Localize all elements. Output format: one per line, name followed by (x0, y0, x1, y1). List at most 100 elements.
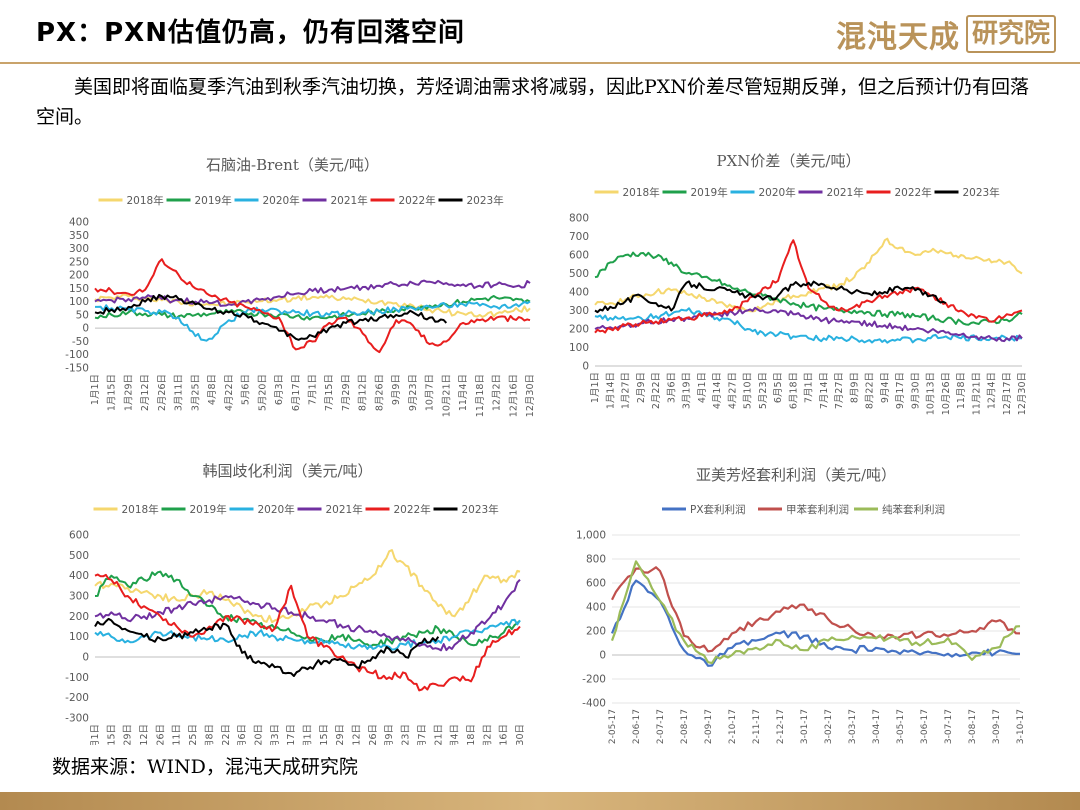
y-tick-label: 150 (69, 283, 89, 295)
y-tick-label: -50 (72, 336, 89, 348)
series-line (95, 300, 531, 342)
y-tick-label: 800 (586, 554, 606, 566)
legend-item: 2020年 (234, 194, 300, 207)
chart-pxn-spread: PXN价差（美元/吨） 2018年 2019年 2020年 2021年 2022年 2023… (550, 148, 1050, 438)
x-tick-label: 7月29日 (341, 374, 352, 411)
x-tick-label: 12月30日 (515, 724, 526, 745)
x-tick-label: 11月4日 (458, 374, 469, 411)
x-tick-label: 2023-09-17 (992, 709, 1002, 745)
y-tick-label: 200 (569, 324, 589, 336)
legend-item: 2023年 (934, 186, 1000, 199)
series-line (94, 258, 531, 354)
x-tick-label: 7月15日 (324, 374, 335, 411)
chart-korea-svg: 韩国歧化利润（美元/吨） 2018年 2019年 2020年 2021年 2022年 202… (65, 462, 526, 745)
logo-main-text: 混沌天成 (835, 20, 960, 55)
y-tick-label: 200 (69, 270, 89, 282)
y-tick-label: 400 (569, 287, 589, 299)
x-tick-label: 3月6日 (666, 372, 677, 403)
y-tick-label: 300 (69, 243, 89, 255)
legend-label: 2022年 (394, 503, 431, 516)
x-tick-label: 2月12日 (139, 724, 150, 745)
x-tick-label: 6月17日 (291, 374, 302, 411)
x-tick-label: 2月12日 (140, 374, 151, 411)
series-line (594, 307, 1023, 344)
legend-item: 2022年 (370, 194, 436, 207)
legend-label: 2019年 (195, 194, 232, 207)
series-line (94, 549, 521, 624)
x-tick-label: 5月6日 (237, 724, 248, 745)
chart-title: 亚美芳烃套利利润（美元/吨） (696, 466, 896, 484)
x-tick-label: 5月20日 (253, 724, 264, 745)
x-tick-label: 12月2日 (492, 374, 503, 411)
x-tick-label: 1月15日 (106, 724, 117, 745)
logo-box-text: 研究院 (965, 15, 1056, 53)
legend-label: 2018年 (127, 194, 164, 207)
y-tick-label: 200 (586, 626, 606, 638)
legend-label: 2021年 (827, 186, 864, 199)
legend-item: 纯苯套利利润 (854, 503, 945, 516)
legend-label: 2018年 (623, 186, 660, 199)
x-tick-label: 12月16日 (499, 724, 510, 745)
x-tick-label: 4月1日 (697, 372, 708, 403)
x-tick-label: 8月9日 (849, 372, 860, 403)
x-tick-label: 10月7日 (417, 724, 428, 745)
legend-label: 2020年 (258, 503, 295, 516)
legend-item: 2018年 (93, 503, 159, 516)
legend-item: 2021年 (302, 194, 368, 207)
series-line (94, 279, 531, 307)
chart-korea-disproportionation: 韩国歧化利润（美元/吨） 2018年 2019年 2020年 2021年 2022年 202… (40, 460, 540, 745)
x-tick-label: 7月1日 (308, 374, 319, 405)
y-tick-label: 100 (569, 342, 589, 354)
x-tick-label: 2022-11-17 (752, 709, 762, 745)
series-line (611, 566, 1021, 653)
legend-item: 2021年 (798, 186, 864, 199)
legend-label: PX套利利润 (690, 503, 746, 516)
x-tick-label: 12月4日 (987, 372, 998, 409)
x-tick-label: 5月20日 (257, 374, 268, 411)
x-tick-label: 6月3日 (274, 374, 285, 405)
chart-naphtha-svg: 石脑油-Brent（美元/吨） 2018年 2019年 2020年 2021年 2022年… (65, 156, 536, 417)
x-tick-label: 11月8日 (956, 372, 967, 409)
x-tick-label: 3月19日 (682, 372, 693, 409)
legend-item: 2018年 (98, 194, 164, 207)
series-line (610, 560, 1021, 665)
x-tick-label: 3月11日 (174, 374, 185, 411)
legend-label: 2019年 (691, 186, 728, 199)
y-tick-label: 200 (69, 611, 89, 623)
legend-label: 2021年 (331, 194, 368, 207)
legend-label: 2023年 (963, 186, 1000, 199)
data-source-note: 数据来源：WIND，混沌天成研究院 (52, 756, 358, 778)
x-tick-label: 2023-10-17 (1016, 709, 1026, 745)
x-tick-label: 1月1日 (90, 374, 101, 405)
y-tick-label: 600 (69, 530, 89, 542)
x-tick-label: 2月26日 (157, 374, 168, 411)
series-line (610, 579, 1021, 667)
y-tick-label: 50 (76, 309, 89, 321)
x-tick-label: 9月23日 (408, 374, 419, 411)
x-tick-label: 6月17日 (286, 724, 297, 745)
legend-label: 2022年 (399, 194, 436, 207)
legend-label: 2018年 (122, 503, 159, 516)
x-tick-label: 9月9日 (391, 374, 402, 405)
x-tick-label: 1月1日 (90, 724, 101, 745)
x-tick-label: 2022-09-17 (704, 709, 714, 745)
x-tick-label: 8月12日 (358, 374, 369, 411)
x-tick-label: 5月10日 (743, 372, 754, 409)
x-tick-label: 9月4日 (880, 372, 891, 403)
x-tick-label: 2023-01-17 (800, 709, 810, 745)
y-tick-label: 1,000 (576, 530, 606, 542)
x-tick-label: 11月21日 (971, 372, 982, 415)
y-tick-label: 500 (69, 550, 89, 562)
legend-item: 2022年 (866, 186, 932, 199)
y-tick-label: 0 (82, 652, 89, 664)
x-tick-label: 7月27日 (834, 372, 845, 409)
x-tick-label: 7月29日 (335, 724, 346, 745)
chart-pxn-svg: PXN价差（美元/吨） 2018年 2019年 2020年 2021年 2022年 2023… (569, 152, 1028, 415)
x-tick-label: 11月18日 (475, 374, 486, 417)
y-tick-label: -100 (65, 672, 89, 684)
x-tick-label: 4月14日 (712, 372, 723, 409)
x-tick-label: 5月23日 (758, 372, 769, 409)
header-divider (0, 62, 1080, 64)
chart-title: 石脑油-Brent（美元/吨） (206, 156, 379, 174)
legend-item: 2021年 (297, 503, 363, 516)
